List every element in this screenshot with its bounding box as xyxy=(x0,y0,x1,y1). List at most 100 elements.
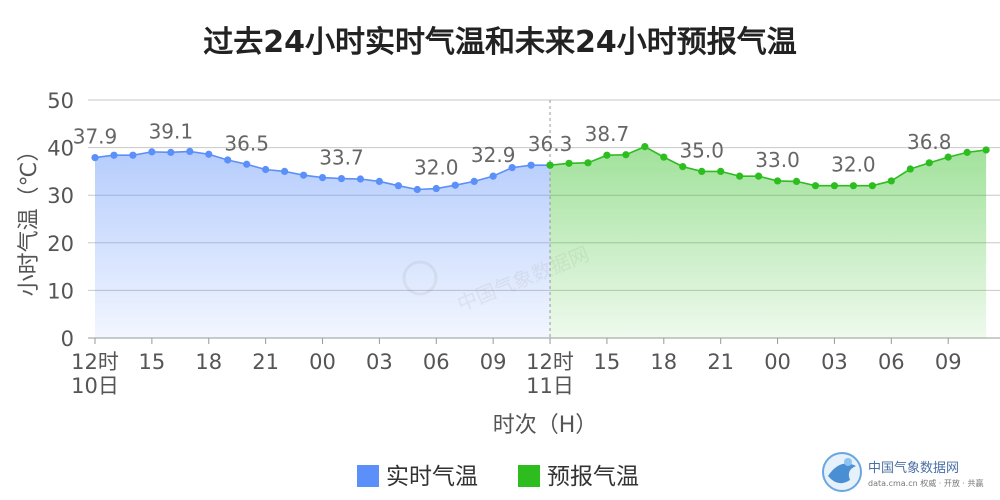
data-label: 32.9 xyxy=(471,143,516,167)
x-axis-title: 时次（H） xyxy=(493,413,598,438)
brand-name: 中国气象数据网 xyxy=(868,460,959,476)
series-area xyxy=(550,146,987,338)
data-point xyxy=(792,177,801,185)
data-point xyxy=(982,146,990,154)
data-label: 38.7 xyxy=(585,122,630,146)
data-point xyxy=(944,153,952,161)
x-tick-label: 03 xyxy=(821,350,848,374)
y-axis-ticks: 0 10 20 30 40 50 xyxy=(47,89,74,351)
data-point xyxy=(527,161,535,169)
x-tick-label: 06 xyxy=(878,350,905,374)
data-labels: 37.9 39.1 36.5 33.7 32.0 32.9 36.3 38.7 35.0 33.0… xyxy=(73,119,952,179)
y-tick-label: 10 xyxy=(47,279,74,303)
data-point xyxy=(565,159,573,167)
data-point xyxy=(811,182,820,190)
data-point xyxy=(281,167,289,175)
data-point xyxy=(773,177,782,185)
data-point xyxy=(186,147,194,156)
data-point xyxy=(925,159,933,167)
data-point xyxy=(887,177,895,185)
data-point xyxy=(679,163,687,171)
data-point xyxy=(129,151,137,159)
data-point xyxy=(660,153,668,161)
data-label: 33.7 xyxy=(319,146,364,170)
x-tick-label: 12时 xyxy=(526,350,574,374)
data-point xyxy=(413,185,421,194)
data-point xyxy=(167,148,175,156)
series-points xyxy=(91,143,990,194)
data-point xyxy=(110,151,118,159)
x-tick-label: 18 xyxy=(650,350,677,374)
data-point xyxy=(906,165,914,173)
legend-swatch-forecast xyxy=(518,465,540,487)
data-point xyxy=(698,167,706,175)
data-point xyxy=(849,182,858,190)
data-label: 37.9 xyxy=(73,125,118,149)
data-point xyxy=(356,175,365,183)
data-point xyxy=(736,172,744,180)
data-point xyxy=(868,182,876,190)
legend-swatch-observed xyxy=(357,465,379,487)
legend-label-forecast: 预报气温 xyxy=(547,464,639,490)
data-point xyxy=(622,151,630,159)
data-point xyxy=(394,182,402,190)
series-areas xyxy=(95,146,987,338)
x-tick-label: 21 xyxy=(707,350,734,374)
x-tick-label: 15 xyxy=(139,350,166,374)
data-point xyxy=(489,172,497,180)
legend-item-observed[interactable]: 实时气温 xyxy=(357,464,478,490)
data-label: 39.1 xyxy=(149,119,194,143)
y-tick-label: 30 xyxy=(47,184,74,208)
brand-subtitle: data.cma.cn 权威 · 开放 · 共赢 xyxy=(868,478,983,488)
x-tick-date: 11日 xyxy=(526,374,574,398)
data-label: 32.0 xyxy=(414,156,459,180)
data-point xyxy=(451,181,459,189)
data-label: 36.3 xyxy=(528,132,573,156)
y-tick-label: 40 xyxy=(47,137,74,161)
x-tick-label: 06 xyxy=(423,350,450,374)
y-tick-label: 50 xyxy=(47,89,74,113)
x-tick-label: 09 xyxy=(480,350,507,374)
y-tick-label: 20 xyxy=(47,232,74,256)
data-point xyxy=(375,177,383,185)
y-tick-label: 0 xyxy=(61,327,74,351)
data-point xyxy=(91,153,99,162)
legend-item-forecast[interactable]: 预报气温 xyxy=(518,464,639,490)
x-tick-label: 09 xyxy=(935,350,962,374)
data-point xyxy=(603,151,611,159)
data-point xyxy=(243,160,251,168)
x-tick-label: 12时 xyxy=(71,350,119,374)
watermark-logo-icon xyxy=(402,260,438,296)
data-label: 35.0 xyxy=(679,138,724,162)
x-tick-date: 10日 xyxy=(71,374,119,398)
data-point xyxy=(432,184,440,193)
data-point xyxy=(224,156,232,164)
x-tick-label: 21 xyxy=(252,350,279,374)
data-point xyxy=(337,174,346,183)
data-point xyxy=(148,148,156,156)
x-tick-label: 03 xyxy=(366,350,393,374)
data-point xyxy=(508,163,516,172)
data-point xyxy=(963,148,971,156)
legend[interactable]: 实时气温 预报气温 xyxy=(357,464,639,490)
brand-logo: 中国气象数据网 data.cma.cn 权威 · 开放 · 共赢 xyxy=(822,452,983,492)
data-point xyxy=(717,167,725,175)
x-tick-label: 00 xyxy=(309,350,336,374)
data-label: 36.8 xyxy=(907,130,952,154)
x-tick-label: 18 xyxy=(195,350,222,374)
data-point xyxy=(318,173,327,182)
data-point xyxy=(299,171,308,179)
chart-title: 过去24小时实时气温和未来24小时预报气温 xyxy=(203,25,797,60)
legend-label-observed: 实时气温 xyxy=(386,464,478,490)
data-point xyxy=(262,165,270,174)
series-area xyxy=(95,151,551,338)
x-tick-label: 00 xyxy=(764,350,791,374)
data-point xyxy=(546,161,554,169)
data-point xyxy=(470,177,478,185)
data-point xyxy=(584,159,592,167)
cma-logo-icon xyxy=(822,452,862,492)
data-label: 32.0 xyxy=(831,153,876,177)
data-label: 36.5 xyxy=(224,131,269,155)
